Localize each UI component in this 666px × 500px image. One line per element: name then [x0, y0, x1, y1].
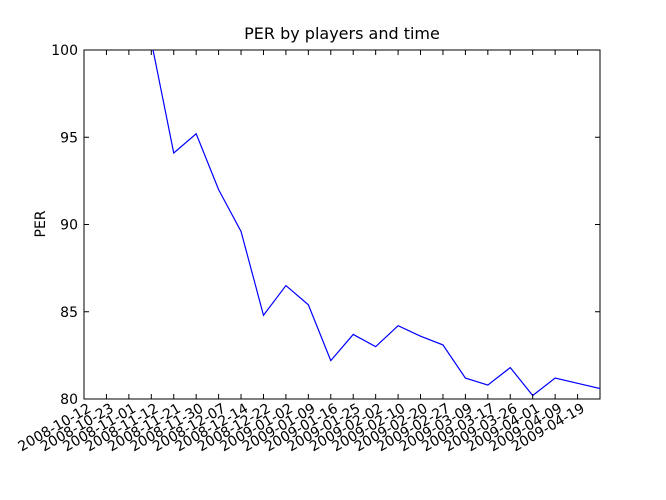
- plot-frame: [83, 49, 601, 400]
- y-axis-label: PER: [33, 210, 49, 237]
- y-tick-label: 100: [51, 43, 78, 59]
- y-tick-label: 95: [60, 130, 78, 146]
- y-tick-label: 90: [60, 218, 78, 234]
- plot-area: [152, 50, 600, 397]
- chart-title: PER by players and time: [244, 24, 440, 43]
- y-tick-label: 85: [60, 305, 78, 321]
- y-tick-label: 80: [60, 392, 78, 408]
- data-line: [152, 50, 600, 397]
